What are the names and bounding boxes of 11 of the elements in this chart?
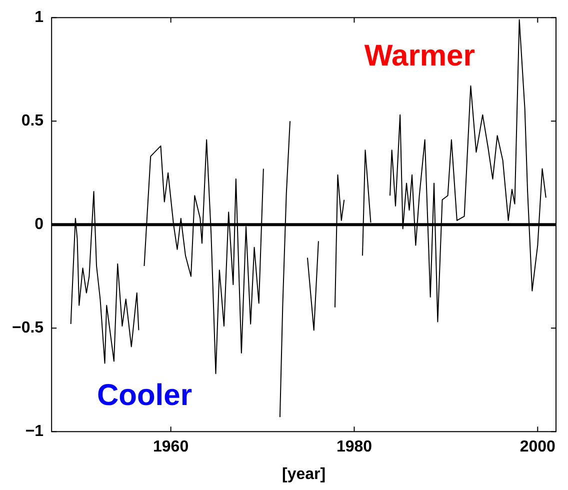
y-tick-label: −1 — [25, 423, 44, 440]
x-tick-label: 1980 — [336, 438, 372, 456]
y-tick-label: −0.5 — [12, 320, 44, 337]
y-tick-label: 0 — [34, 216, 44, 234]
x-tick-label: 1960 — [153, 438, 189, 456]
y-tick-label: 1 — [34, 9, 44, 26]
annotation: Cooler — [96, 379, 192, 412]
x-axis-title: [year] — [282, 466, 326, 483]
y-tick-label: 0.5 — [21, 112, 44, 130]
annotation: Warmer — [364, 40, 476, 73]
x-tick-label: 2000 — [520, 438, 556, 456]
